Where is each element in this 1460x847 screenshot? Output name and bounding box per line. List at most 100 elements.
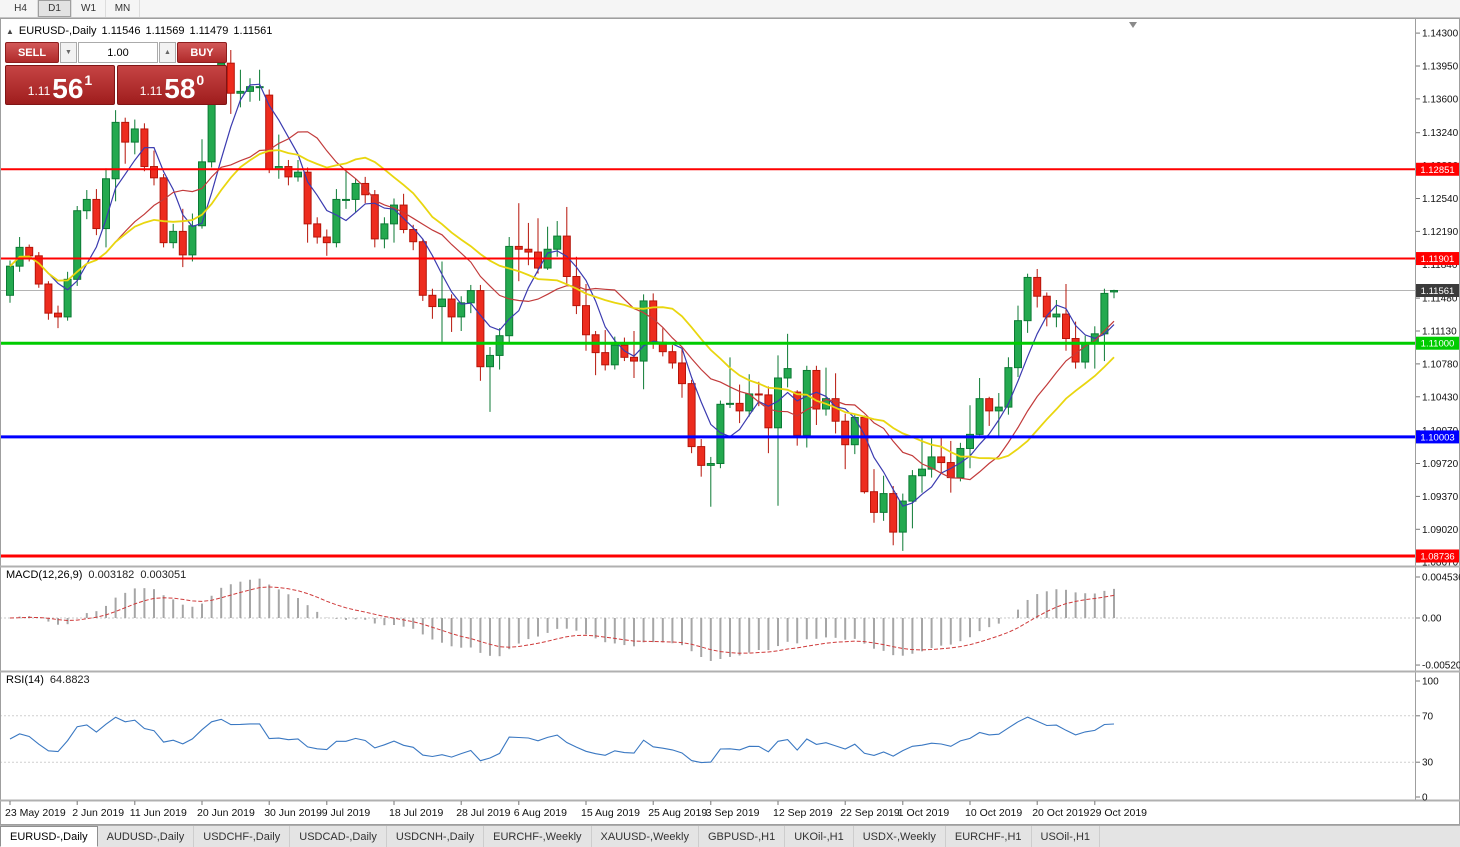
timeframe-button-w1[interactable]: W1 [72, 0, 106, 17]
volume-increase-button[interactable]: ▲ [159, 42, 176, 63]
svg-text:1.11480: 1.11480 [1422, 294, 1458, 305]
macd-value-main: 0.003182 [88, 569, 135, 581]
chart-title: ▲ EURUSD-,Daily 1.11546 1.11569 1.11479 … [6, 25, 272, 37]
rsi-panel [0, 715, 1415, 764]
overlay-ma-fast-blue [9, 83, 1115, 507]
macd-value-signal: 0.003051 [140, 569, 187, 581]
svg-text:1.10430: 1.10430 [1422, 392, 1459, 403]
svg-text:1.12540: 1.12540 [1422, 194, 1459, 205]
svg-text:9 Jul 2019: 9 Jul 2019 [322, 807, 371, 819]
svg-text:1.13600: 1.13600 [1422, 94, 1459, 105]
level-price-badge [1416, 430, 1459, 444]
svg-text:1.11901: 1.11901 [1421, 254, 1455, 265]
svg-text:1.09370: 1.09370 [1422, 492, 1459, 503]
rsi-indicator-label: RSI(14) 64.8823 [6, 674, 90, 686]
svg-text:30 Jun 2019: 30 Jun 2019 [264, 807, 322, 819]
tab-ukoil-h1[interactable]: UKOil-,H1 [785, 826, 854, 847]
timeframe-button-h4[interactable]: H4 [4, 0, 38, 17]
tab-usdchf-daily[interactable]: USDCHF-,Daily [194, 826, 291, 847]
tab-gbpusd-h1[interactable]: GBPUSD-,H1 [699, 826, 786, 847]
svg-text:1.12190: 1.12190 [1422, 227, 1459, 238]
svg-text:1 Oct 2019: 1 Oct 2019 [898, 807, 950, 819]
level-price-badge [1416, 252, 1459, 266]
sell-price-prefix: 1.11 [27, 84, 51, 98]
buy-button[interactable]: BUY [177, 42, 227, 63]
level-price-badge [1416, 336, 1459, 350]
chart-frame [0, 18, 1460, 825]
svg-text:1.11130: 1.11130 [1422, 327, 1457, 338]
svg-text:0.00: 0.00 [1422, 614, 1442, 625]
chart-canvas[interactable]: 1.143001.139501.136001.132401.128901.125… [0, 18, 1460, 825]
svg-text:1.13240: 1.13240 [1422, 128, 1459, 139]
svg-text:1.14300: 1.14300 [1422, 29, 1459, 40]
level-price-badge [1416, 162, 1459, 176]
overlay-ma-slow-yellow [9, 149, 1115, 460]
svg-text:20 Jun 2019: 20 Jun 2019 [197, 807, 255, 819]
svg-text:23 May 2019: 23 May 2019 [5, 807, 66, 819]
ohlc-high: 1.11569 [145, 25, 185, 37]
svg-text:15 Aug 2019: 15 Aug 2019 [581, 807, 640, 819]
macd-indicator-label: MACD(12,26,9) 0.003182 0.003051 [6, 569, 186, 581]
svg-text:29 Oct 2019: 29 Oct 2019 [1090, 807, 1147, 819]
tab-xauusd-weekly[interactable]: XAUUSD-,Weekly [592, 826, 699, 847]
sell-price-sup: 1 [84, 72, 93, 88]
buy-price-big: 58 [164, 72, 196, 104]
sell-price-big: 56 [52, 72, 84, 104]
macd-name: MACD(12,26,9) [6, 569, 83, 581]
svg-text:1.13950: 1.13950 [1422, 61, 1459, 72]
svg-text:1.10780: 1.10780 [1422, 359, 1459, 370]
svg-text:2 Jun 2019: 2 Jun 2019 [72, 807, 124, 819]
svg-text:18 Jul 2019: 18 Jul 2019 [389, 807, 443, 819]
svg-text:11 Jun 2019: 11 Jun 2019 [130, 807, 187, 819]
bid-price-badge [1416, 283, 1459, 297]
rsi-line [9, 716, 1115, 764]
volume-input[interactable]: 1.00 [78, 42, 158, 63]
svg-text:100: 100 [1422, 677, 1439, 688]
sell-button[interactable]: SELL [5, 42, 59, 63]
one-click-trading-panel: SELL ▼ 1.00 ▲ BUY 1.11 56 1 1.11 58 0 [5, 42, 227, 105]
svg-text:20 Oct 2019: 20 Oct 2019 [1032, 807, 1089, 819]
symbol-tabbar: EURUSD-,Daily AUDUSD-,Daily USDCHF-,Daily U… [0, 825, 1460, 847]
tab-audusd-daily[interactable]: AUDUSD-,Daily [98, 826, 195, 847]
timeframe-button-mn[interactable]: MN [106, 0, 140, 17]
svg-text:1.11000: 1.11000 [1421, 339, 1455, 350]
svg-text:-0.005205: -0.005205 [1422, 661, 1460, 672]
svg-text:3 Sep 2019: 3 Sep 2019 [706, 807, 760, 819]
svg-text:1.11561: 1.11561 [1421, 286, 1455, 297]
sell-price-box[interactable]: 1.11 56 1 [5, 65, 115, 105]
timeframe-button-d1[interactable]: D1 [38, 0, 72, 17]
svg-text:1.09720: 1.09720 [1422, 459, 1459, 470]
buy-price-sup: 0 [196, 72, 205, 88]
main-price-panel [0, 50, 1415, 551]
overlay-ma-mid-red [9, 131, 1115, 481]
svg-text:1.12851: 1.12851 [1420, 165, 1454, 176]
date-axis[interactable]: 23 May 2019 2 Jun 2019 11 Jun 2019 20 Jun 2… [5, 801, 1147, 819]
svg-text:10 Oct 2019: 10 Oct 2019 [965, 807, 1022, 819]
svg-text:6 Aug 2019: 6 Aug 2019 [514, 807, 567, 819]
tab-eurchf-h1[interactable]: EURCHF-,H1 [946, 826, 1032, 847]
svg-text:1.08670: 1.08670 [1422, 558, 1459, 569]
price-axis[interactable]: 1.143001.139501.136001.132401.128901.125… [1416, 29, 1460, 804]
tab-eurusd-daily[interactable]: EURUSD-,Daily [0, 826, 98, 847]
one-click-toggle-icon[interactable]: ▲ [6, 26, 14, 36]
svg-text:22 Sep 2019: 22 Sep 2019 [840, 807, 900, 819]
tab-usdcnh-daily[interactable]: USDCNH-,Daily [387, 826, 485, 847]
rsi-value: 64.8823 [49, 674, 90, 686]
tab-eurchf-weekly[interactable]: EURCHF-,Weekly [484, 826, 592, 847]
svg-text:70: 70 [1422, 711, 1434, 722]
svg-text:1.10003: 1.10003 [1420, 432, 1454, 443]
rsi-name: RSI(14) [6, 674, 44, 686]
svg-text:28 Jul 2019: 28 Jul 2019 [456, 807, 510, 819]
ohlc-close: 1.11561 [233, 25, 273, 37]
tab-usdcad-daily[interactable]: USDCAD-,Daily [290, 826, 387, 847]
horizontal-level-lines [0, 168, 1415, 558]
buy-price-box[interactable]: 1.11 58 0 [117, 65, 227, 105]
volume-decrease-button[interactable]: ▼ [60, 42, 77, 63]
svg-text:1.09020: 1.09020 [1422, 525, 1459, 536]
svg-text:0: 0 [1422, 793, 1428, 804]
level-price-badge [1416, 549, 1459, 563]
tab-usdx-weekly[interactable]: USDX-,Weekly [854, 826, 946, 847]
candles [6, 50, 1118, 551]
chart-shift-marker [1129, 22, 1137, 28]
tab-usoil-h1[interactable]: USOil-,H1 [1032, 826, 1101, 847]
